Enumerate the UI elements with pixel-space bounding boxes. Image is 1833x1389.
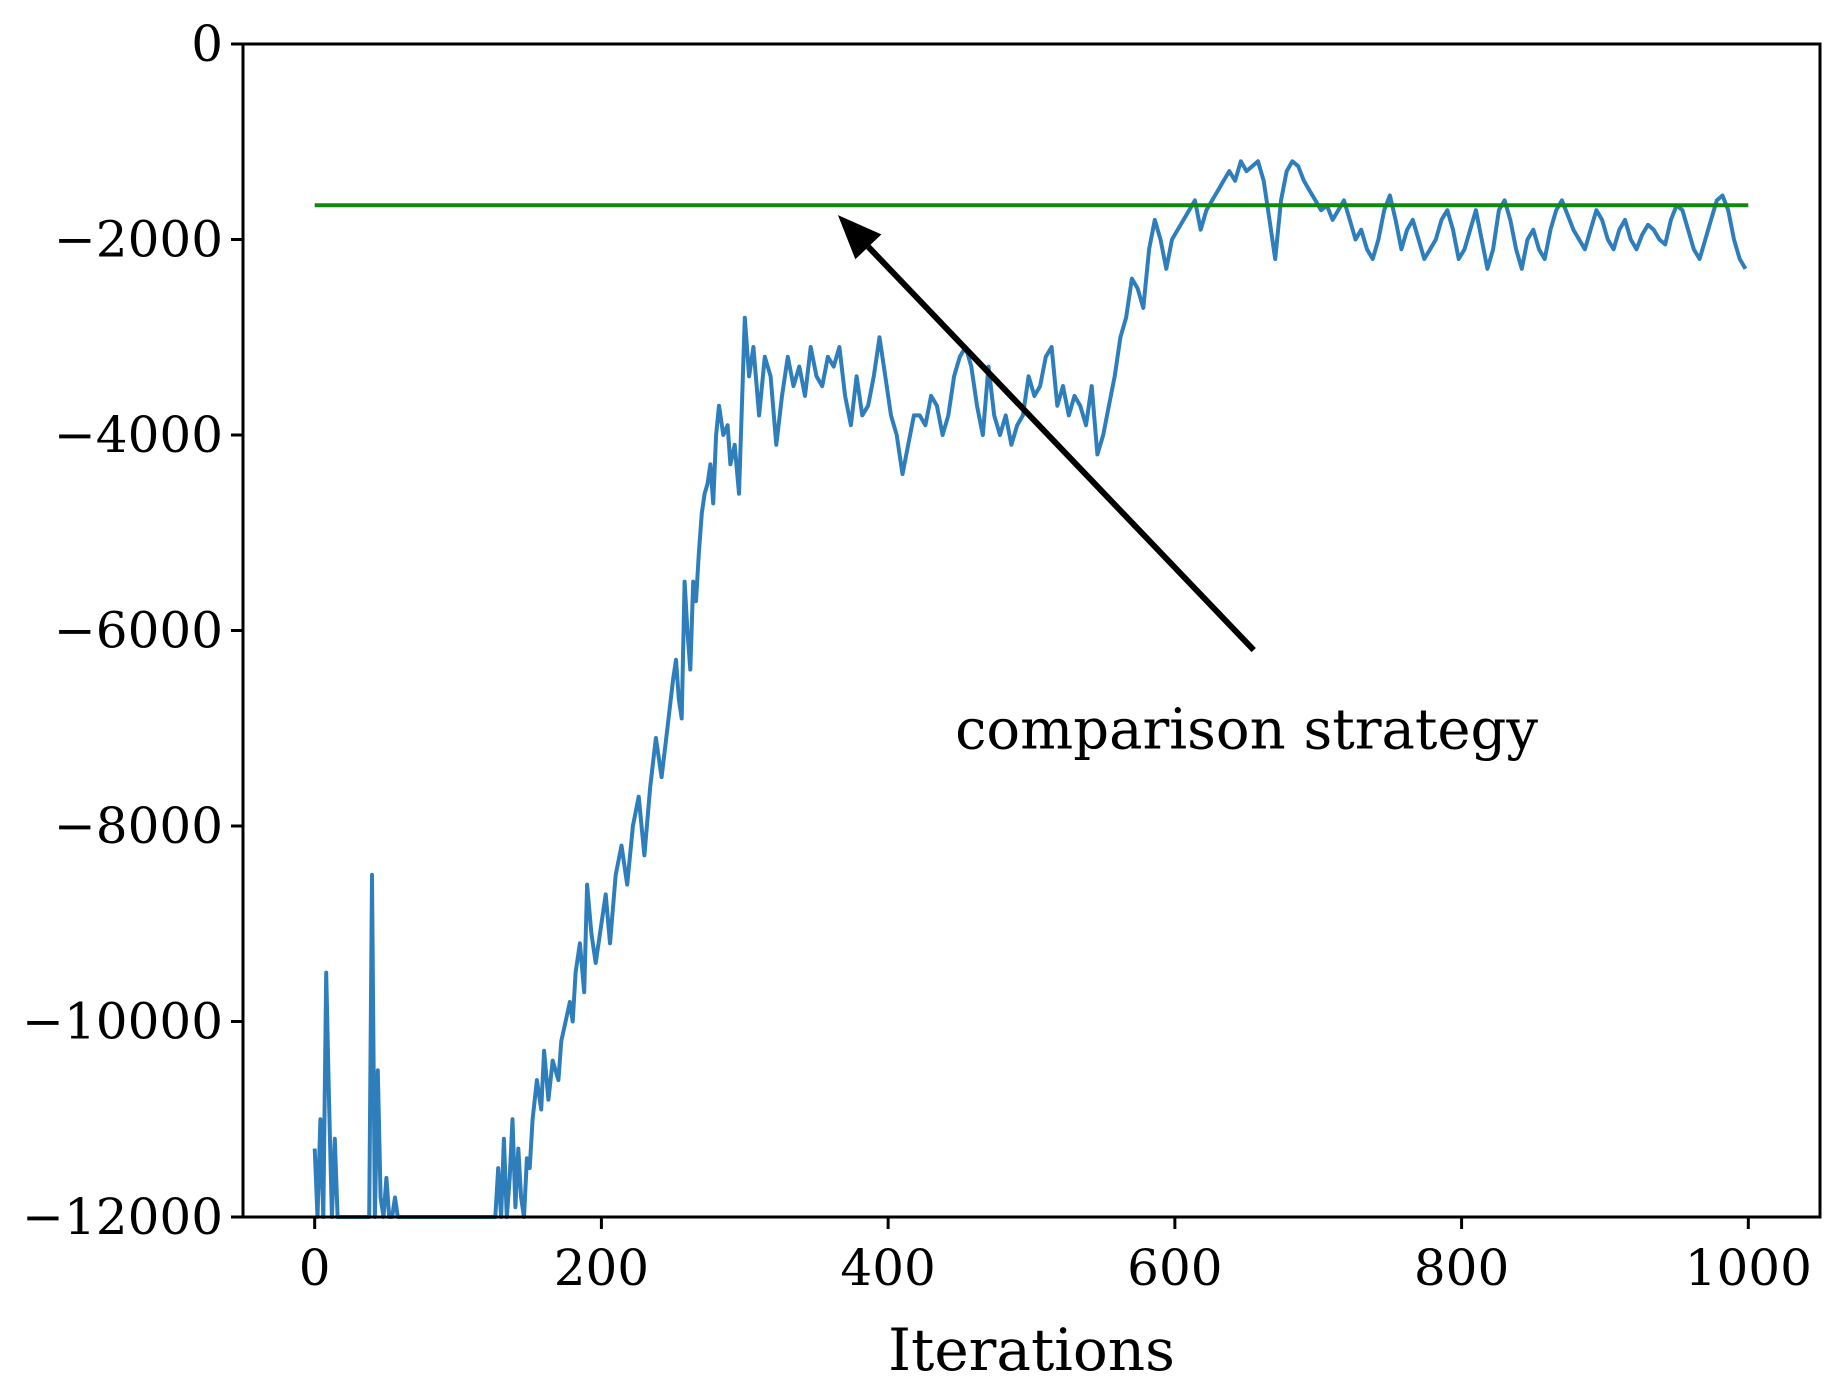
annotation-text: comparison strategy <box>955 697 1538 762</box>
series-layer <box>312 159 1749 1219</box>
y-tick-label: −6000 <box>54 602 223 660</box>
x-tick-label: 800 <box>1414 1239 1509 1297</box>
annotation-arrow-head <box>837 215 882 260</box>
y-tick-label: −4000 <box>54 406 223 464</box>
x-tick-label: 200 <box>554 1239 649 1297</box>
annotation-arrow-line <box>866 244 1256 653</box>
y-tick-label: −10000 <box>22 993 223 1051</box>
x-axis-title: Iterations <box>888 1316 1175 1384</box>
x-tick-label: 600 <box>1127 1239 1222 1297</box>
x-tick-label: 0 <box>299 1239 331 1297</box>
y-tick-label: −2000 <box>54 211 223 269</box>
y-tick-label: −12000 <box>22 1188 223 1246</box>
annotation-layer: comparison strategy <box>837 215 1538 762</box>
x-tick-label: 1000 <box>1685 1239 1812 1297</box>
plot-frame <box>241 42 1822 1219</box>
axis-ticks: 0 200 400 600 800 1000 0 −2000 −4000 −6000 −8000 −1… <box>22 15 1812 1297</box>
series-line-1 <box>312 159 1748 1219</box>
x-tick-label: 400 <box>840 1239 935 1297</box>
y-tick-label: 0 <box>191 15 223 73</box>
y-tick-label: −8000 <box>54 797 223 855</box>
